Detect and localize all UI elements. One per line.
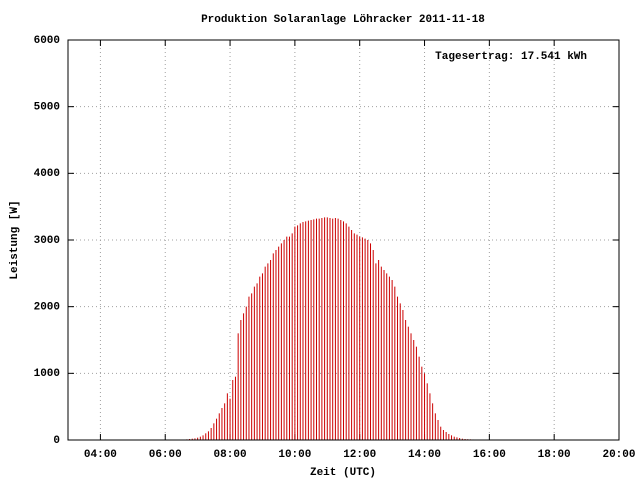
x-axis-label: Zeit (UTC) [310, 467, 376, 479]
x-tick-label: 06:00 [149, 449, 182, 461]
x-tick-label: 12:00 [343, 449, 376, 461]
x-tick-label: 04:00 [84, 449, 117, 461]
y-tick-label: 3000 [34, 235, 60, 247]
chart-title: Produktion Solaranlage Löhracker 2011-11… [201, 14, 485, 26]
y-tick-label: 6000 [34, 35, 60, 47]
y-tick-label: 2000 [34, 302, 60, 314]
x-tick-label: 08:00 [214, 449, 247, 461]
y-tick-label: 0 [53, 435, 60, 447]
y-tick-label: 5000 [34, 102, 60, 114]
x-tick-label: 16:00 [473, 449, 506, 461]
y-tick-label: 1000 [34, 368, 60, 380]
x-tick-label: 10:00 [278, 449, 311, 461]
x-tick-label: 14:00 [408, 449, 441, 461]
y-axis-label: Leistung [W] [9, 200, 21, 279]
x-tick-label: 18:00 [538, 449, 571, 461]
x-tick-label: 20:00 [602, 449, 635, 461]
annotation: Tagesertrag: 17.541 kWh [435, 51, 587, 63]
y-tick-label: 4000 [34, 168, 60, 180]
plot-frame [67, 39, 620, 441]
